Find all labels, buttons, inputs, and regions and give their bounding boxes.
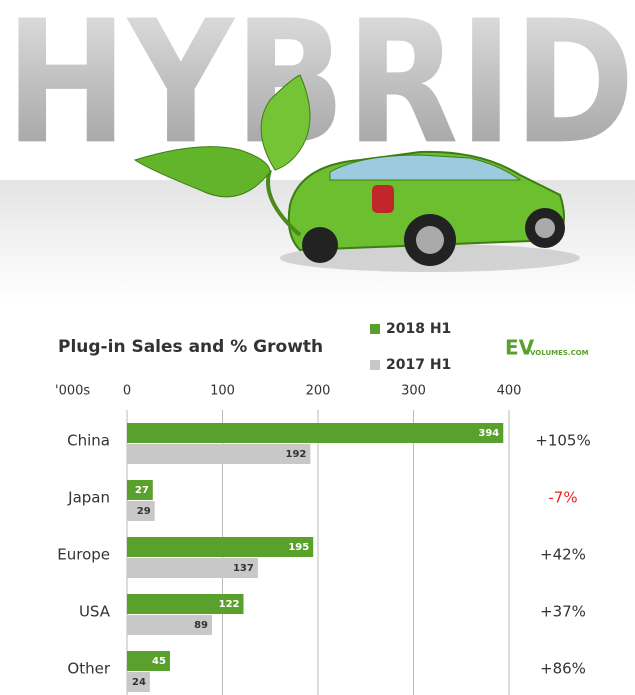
legend-swatch	[370, 360, 380, 370]
legend-label: 2017 H1	[386, 357, 451, 373]
growth-label: +37%	[540, 603, 586, 621]
category-label: Other	[67, 660, 110, 678]
bar	[127, 444, 310, 464]
banner-text: HYBRID	[5, 0, 635, 182]
legend-label: 2018 H1	[386, 321, 451, 337]
x-tick-label: 0	[123, 384, 131, 399]
growth-label: -7%	[548, 489, 577, 507]
growth-label: +86%	[540, 660, 586, 678]
category-label: China	[67, 432, 110, 450]
bar-value-label: 394	[478, 428, 499, 439]
category-label: USA	[79, 603, 111, 621]
bar-value-label: 45	[152, 656, 166, 667]
axis-unit: '000s	[55, 384, 90, 399]
bar	[127, 537, 313, 557]
logo-sub: VOLUMES.COM	[530, 349, 589, 357]
bar-value-label: 24	[132, 677, 146, 688]
legend-swatch	[370, 324, 380, 334]
bar-value-label: 122	[219, 599, 240, 610]
x-tick-label: 300	[401, 384, 426, 399]
bar-value-label: 27	[135, 485, 149, 496]
x-tick-label: 200	[306, 384, 331, 399]
bar-value-label: 192	[285, 449, 306, 460]
x-tick-label: 400	[497, 384, 522, 399]
bar-value-label: 29	[137, 506, 151, 517]
bar-value-label: 89	[194, 620, 208, 631]
category-label: Europe	[57, 546, 110, 564]
growth-label: +42%	[540, 546, 586, 564]
x-tick-label: 100	[210, 384, 235, 399]
bar	[127, 423, 503, 443]
bar-value-label: 137	[233, 563, 254, 574]
category-label: Japan	[67, 489, 110, 507]
page: HYBRID Plug-in Sales and % Growth EV VOL…	[0, 0, 635, 695]
illustration: HYBRID	[0, 0, 635, 300]
growth-label: +105%	[535, 432, 590, 450]
bar-value-label: 195	[288, 542, 309, 553]
chart-title: Plug-in Sales and % Growth	[58, 337, 323, 357]
